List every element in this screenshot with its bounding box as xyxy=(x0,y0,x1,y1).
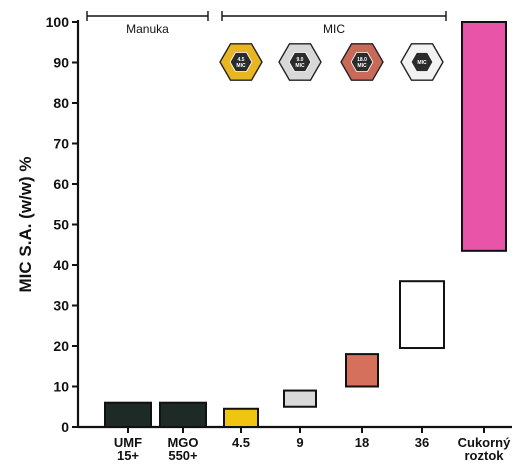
mic-badge-label: MIC xyxy=(236,63,246,69)
x-tick-label: 15+ xyxy=(117,448,139,463)
mic-badge-core xyxy=(288,52,312,72)
group-label: Manuka xyxy=(126,22,169,36)
y-tick-label: 80 xyxy=(53,95,69,111)
y-tick-label: 90 xyxy=(53,55,69,71)
y-tick-label: 70 xyxy=(53,136,69,152)
group-label: MIC xyxy=(323,22,345,36)
mic-badge-core xyxy=(350,52,374,72)
x-tick-label: 18 xyxy=(355,435,369,450)
x-tick-label: roztok xyxy=(465,448,505,463)
mic-badge-label: 18.0 xyxy=(357,57,367,63)
y-tick-label: 100 xyxy=(46,14,70,30)
x-tick-label: Cukorný xyxy=(458,435,512,450)
mic-badge-label: 4.5 xyxy=(238,57,245,63)
y-tick-label: 20 xyxy=(53,338,69,354)
y-tick-label: 60 xyxy=(53,176,69,192)
x-tick-label: 36 xyxy=(415,435,429,450)
x-tick-label: MGO xyxy=(167,435,198,450)
y-tick-label: 10 xyxy=(53,379,69,395)
mic-badge-label: 9.0 xyxy=(297,57,304,63)
bar-6 xyxy=(461,21,507,252)
y-axis-title: MIC S.A. (w/w) % xyxy=(16,157,35,293)
mic-badge-core xyxy=(410,52,434,72)
mic-badge-label: MIC xyxy=(357,63,367,69)
y-tick-label: 0 xyxy=(61,419,69,435)
bar-4 xyxy=(345,353,379,388)
y-tick-label: 30 xyxy=(53,298,69,314)
bar-1 xyxy=(159,401,207,429)
bar-0 xyxy=(104,401,152,429)
mic-badge-core xyxy=(229,52,253,72)
x-tick-label: 9 xyxy=(296,435,303,450)
x-tick-label: 550+ xyxy=(168,448,198,463)
y-tick-label: 40 xyxy=(53,257,69,273)
x-tick-label: 4.5 xyxy=(232,435,250,450)
y-tick-label: 50 xyxy=(53,217,69,233)
bar-5 xyxy=(399,280,445,350)
x-tick-label: UMF xyxy=(114,435,142,450)
bar-3 xyxy=(283,389,317,408)
bar-2 xyxy=(223,407,259,428)
mic-badge-label: MIC xyxy=(417,60,427,66)
mic-badge-label: MIC xyxy=(295,63,305,69)
